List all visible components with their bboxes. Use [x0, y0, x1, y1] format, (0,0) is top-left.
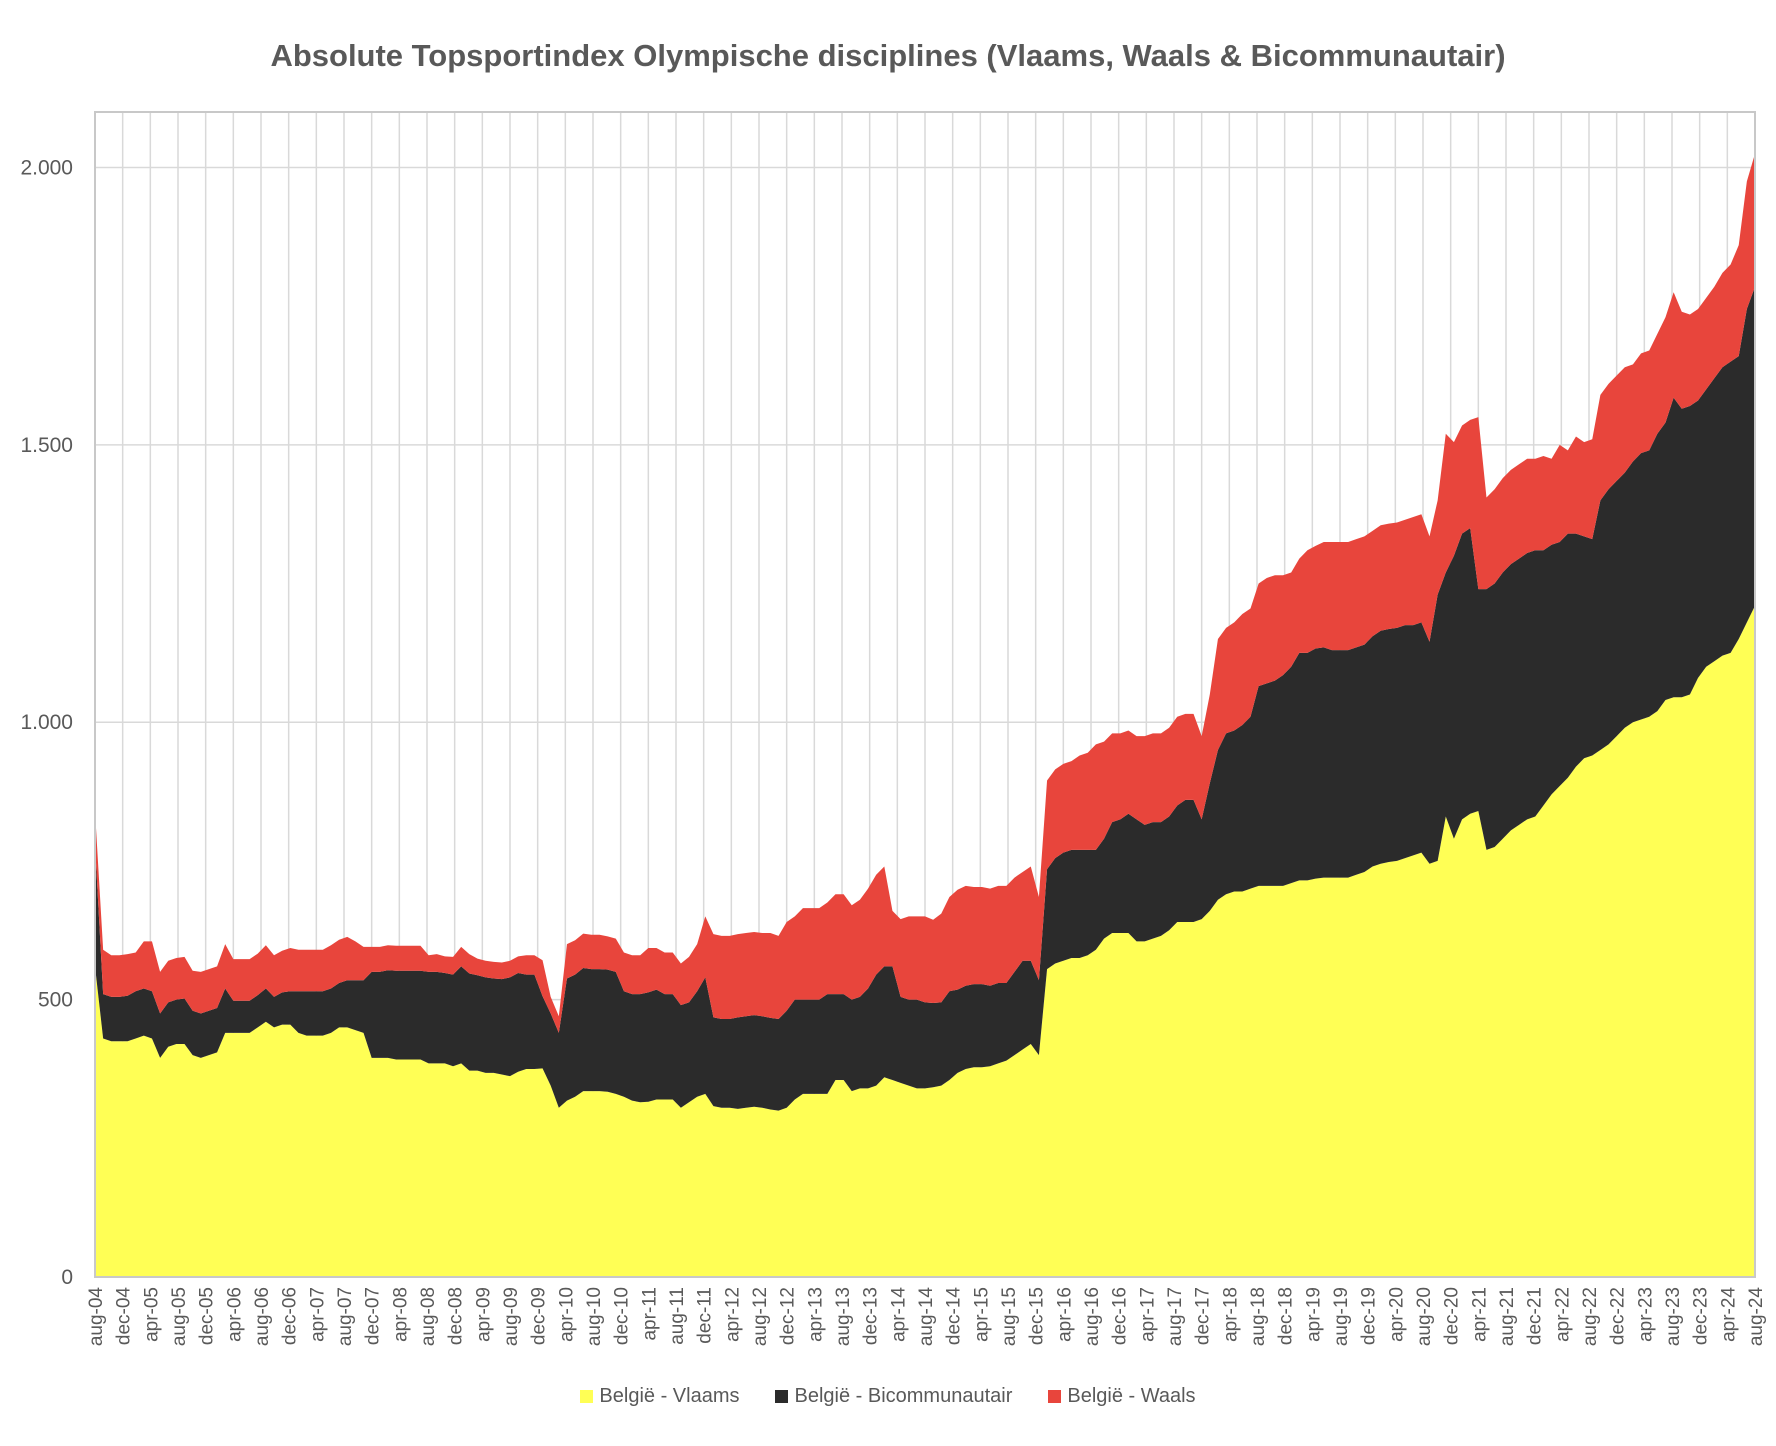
x-tick-label: dec-14	[944, 1287, 965, 1346]
x-tick-label: apr-19	[1303, 1287, 1324, 1342]
x-tick-label: aug-06	[252, 1287, 273, 1346]
x-tick-label: dec-12	[778, 1287, 799, 1345]
x-tick-label: dec-16	[1110, 1287, 1131, 1345]
x-tick-label: apr-17	[1137, 1287, 1158, 1342]
x-tick-label: dec-18	[1276, 1287, 1297, 1345]
x-tick-label: dec-11	[695, 1287, 716, 1344]
x-tick-label: apr-21	[1469, 1287, 1490, 1342]
x-tick-label: dec-15	[1027, 1287, 1048, 1345]
x-tick-label: apr-23	[1635, 1287, 1656, 1342]
area-series	[95, 153, 1755, 1277]
x-tick-label: dec-10	[612, 1287, 633, 1345]
x-tick-label: apr-06	[224, 1287, 245, 1342]
y-tick-label: 1.000	[20, 711, 73, 734]
x-tick-label: dec-20	[1442, 1287, 1463, 1345]
area-series-3	[95, 153, 1755, 1033]
y-tick-label: 500	[38, 989, 73, 1012]
x-tick-label: aug-11	[667, 1287, 688, 1345]
x-tick-label: apr-20	[1386, 1287, 1407, 1342]
x-tick-label: aug-05	[169, 1287, 190, 1346]
legend-item-1: België - Vlaams	[580, 1385, 739, 1408]
x-tick-label: apr-14	[888, 1287, 909, 1342]
x-tick-label: dec-04	[114, 1287, 135, 1346]
x-tick-label: aug-04	[86, 1287, 107, 1347]
y-axis-ticks: 0 500 1.000 1.500 2.000	[20, 156, 73, 1289]
x-tick-label: apr-08	[390, 1287, 411, 1342]
x-tick-label: aug-19	[1331, 1287, 1352, 1346]
x-tick-label: apr-09	[473, 1287, 494, 1342]
x-tick-label: dec-07	[363, 1287, 384, 1345]
x-axis-ticks: aug-04 dec-04 apr-05 aug-05 dec-05 apr-06 aug-…	[86, 1287, 1767, 1347]
x-tick-label: dec-21	[1525, 1287, 1546, 1345]
y-tick-label: 2.000	[20, 156, 73, 179]
legend-item-2: België - Bicommunautair	[775, 1385, 1012, 1408]
x-tick-label: aug-23	[1663, 1287, 1684, 1346]
area-series-1	[95, 605, 1755, 1277]
area-series-2	[95, 286, 1755, 1111]
x-tick-label: dec-22	[1608, 1287, 1629, 1345]
y-tick-label: 0	[61, 1266, 73, 1289]
x-tick-label: aug-22	[1580, 1287, 1601, 1346]
plot-border	[94, 111, 1756, 1278]
legend-label: België - Vlaams	[599, 1385, 740, 1407]
x-tick-label: dec-23	[1691, 1287, 1712, 1345]
legend-swatch	[580, 1390, 594, 1403]
legend-swatch	[775, 1390, 789, 1403]
x-tick-label: aug-15	[999, 1287, 1020, 1346]
x-tick-label: apr-10	[556, 1287, 577, 1342]
legend: België - Vlaams België - Bicommunautair Be…	[0, 1385, 1776, 1408]
x-tick-label: dec-09	[529, 1287, 550, 1345]
x-tick-label: apr-24	[1718, 1287, 1739, 1342]
x-tick-label: aug-16	[1082, 1287, 1103, 1346]
x-tick-label: aug-07	[335, 1287, 356, 1346]
x-tick-label: aug-21	[1497, 1287, 1518, 1346]
x-tick-label: aug-17	[1165, 1287, 1186, 1346]
legend-label: België - Bicommunautair	[794, 1385, 1013, 1407]
x-tick-label: apr-12	[722, 1287, 743, 1342]
x-tick-label: aug-12	[750, 1287, 771, 1346]
y-tick-label: 1.500	[20, 434, 73, 457]
x-tick-label: aug-24	[1746, 1287, 1767, 1347]
legend-swatch	[1048, 1390, 1062, 1403]
x-tick-label: apr-16	[1054, 1287, 1075, 1342]
x-tick-label: dec-05	[197, 1287, 218, 1345]
x-tick-label: aug-08	[418, 1287, 439, 1346]
x-tick-label: apr-15	[971, 1287, 992, 1342]
x-tick-label: apr-18	[1220, 1287, 1241, 1342]
x-tick-label: dec-06	[280, 1287, 301, 1345]
x-tick-label: apr-22	[1552, 1287, 1573, 1342]
chart-title: Absolute Topsportindex Olympische discip…	[270, 38, 1506, 73]
x-tick-label: apr-13	[805, 1287, 826, 1342]
x-tick-label: aug-09	[501, 1287, 522, 1346]
x-tick-label: apr-05	[141, 1287, 162, 1342]
x-tick-label: dec-13	[861, 1287, 882, 1345]
x-tick-label: aug-13	[833, 1287, 854, 1346]
x-tick-label: aug-20	[1414, 1287, 1435, 1346]
x-tick-label: dec-08	[446, 1287, 467, 1345]
x-tick-label: dec-19	[1359, 1287, 1380, 1345]
x-tick-label: aug-18	[1248, 1287, 1269, 1346]
x-tick-label: aug-10	[584, 1287, 605, 1346]
x-tick-label: apr-07	[307, 1287, 328, 1342]
x-tick-label: dec-17	[1193, 1287, 1214, 1345]
legend-label: België - Waals	[1067, 1385, 1196, 1407]
legend-item-3: België - Waals	[1048, 1385, 1196, 1408]
x-tick-label: apr-11	[639, 1287, 660, 1341]
x-tick-label: aug-14	[916, 1287, 937, 1347]
